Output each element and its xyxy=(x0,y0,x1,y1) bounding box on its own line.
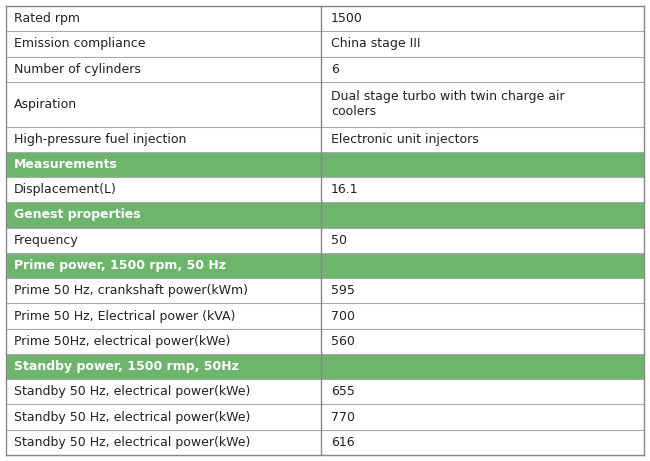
Bar xyxy=(6,379,321,404)
Bar xyxy=(6,31,321,57)
Bar xyxy=(321,379,644,404)
Bar xyxy=(6,82,321,126)
Text: Standby power, 1500 rmp, 50Hz: Standby power, 1500 rmp, 50Hz xyxy=(14,360,239,373)
Bar xyxy=(6,278,321,303)
Bar xyxy=(6,430,321,455)
Bar xyxy=(321,404,644,430)
Bar xyxy=(6,6,321,31)
Bar xyxy=(6,354,321,379)
Text: 595: 595 xyxy=(331,284,355,297)
Text: Electronic unit injectors: Electronic unit injectors xyxy=(331,133,479,146)
Bar xyxy=(6,303,321,329)
Text: Prime 50Hz, electrical power(kWe): Prime 50Hz, electrical power(kWe) xyxy=(14,335,230,348)
Bar xyxy=(321,253,644,278)
Text: Aspiration: Aspiration xyxy=(14,98,77,111)
Text: Standby 50 Hz, electrical power(kWe): Standby 50 Hz, electrical power(kWe) xyxy=(14,385,250,398)
Bar xyxy=(6,202,321,228)
Text: High-pressure fuel injection: High-pressure fuel injection xyxy=(14,133,187,146)
Bar xyxy=(321,152,644,177)
Bar xyxy=(321,6,644,31)
Text: Measurements: Measurements xyxy=(14,158,118,171)
Text: 1500: 1500 xyxy=(331,12,363,25)
Text: China stage III: China stage III xyxy=(331,37,421,50)
Bar xyxy=(6,404,321,430)
Text: Prime power, 1500 rpm, 50 Hz: Prime power, 1500 rpm, 50 Hz xyxy=(14,259,226,272)
Bar xyxy=(321,177,644,202)
Bar xyxy=(6,329,321,354)
Text: 700: 700 xyxy=(331,309,355,323)
Bar xyxy=(321,228,644,253)
Text: Standby 50 Hz, electrical power(kWe): Standby 50 Hz, electrical power(kWe) xyxy=(14,436,250,449)
Bar xyxy=(6,253,321,278)
Text: Prime 50 Hz, crankshaft power(kWm): Prime 50 Hz, crankshaft power(kWm) xyxy=(14,284,248,297)
Text: Prime 50 Hz, Electrical power (kVA): Prime 50 Hz, Electrical power (kVA) xyxy=(14,309,235,323)
Text: Dual stage turbo with twin charge air
coolers: Dual stage turbo with twin charge air co… xyxy=(331,90,565,118)
Text: 560: 560 xyxy=(331,335,355,348)
Bar xyxy=(321,82,644,126)
Text: Standby 50 Hz, electrical power(kWe): Standby 50 Hz, electrical power(kWe) xyxy=(14,411,250,424)
Text: Number of cylinders: Number of cylinders xyxy=(14,63,141,76)
Bar xyxy=(6,57,321,82)
Bar xyxy=(6,228,321,253)
Text: Genest properties: Genest properties xyxy=(14,208,140,221)
Text: 50: 50 xyxy=(331,234,347,247)
Bar xyxy=(321,31,644,57)
Text: Frequency: Frequency xyxy=(14,234,79,247)
Text: Rated rpm: Rated rpm xyxy=(14,12,80,25)
Text: 770: 770 xyxy=(331,411,355,424)
Text: 616: 616 xyxy=(331,436,355,449)
Text: 6: 6 xyxy=(331,63,339,76)
Bar xyxy=(6,177,321,202)
Text: Emission compliance: Emission compliance xyxy=(14,37,146,50)
Bar xyxy=(6,152,321,177)
Text: Displacement(L): Displacement(L) xyxy=(14,183,117,196)
Bar xyxy=(321,303,644,329)
Bar xyxy=(6,126,321,152)
Bar xyxy=(321,57,644,82)
Bar xyxy=(321,126,644,152)
Text: 16.1: 16.1 xyxy=(331,183,359,196)
Bar xyxy=(321,278,644,303)
Bar xyxy=(321,430,644,455)
Text: 655: 655 xyxy=(331,385,355,398)
Bar xyxy=(321,202,644,228)
Bar xyxy=(321,329,644,354)
Bar xyxy=(321,354,644,379)
